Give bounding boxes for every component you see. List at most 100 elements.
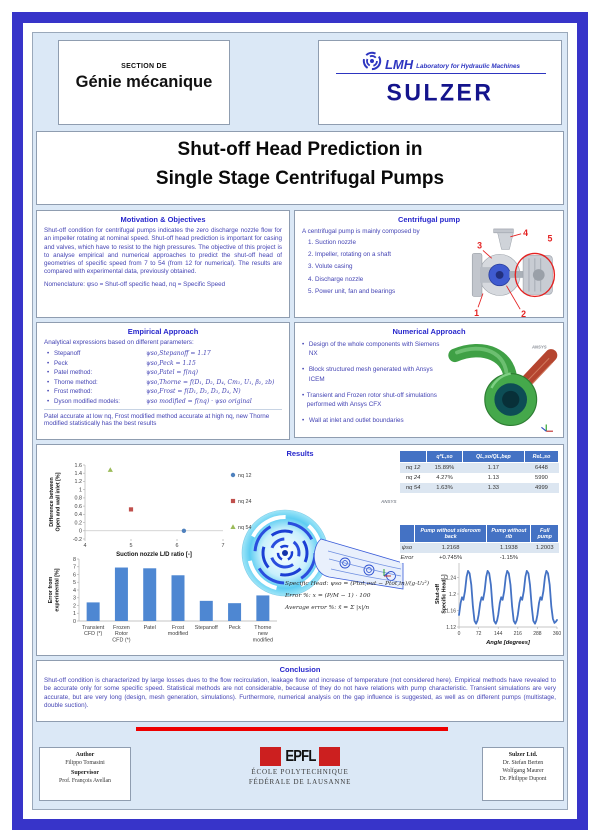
empirical-intro: Analytical expressions based on differen…: [44, 339, 194, 346]
method-formula: ψso,Thorne = f(D₁, D₂, D₄, Cm₁, U₁, β₂, …: [146, 378, 275, 386]
svg-text:3: 3: [73, 596, 76, 602]
title-line-2: Single Stage Centrifugal Pumps: [155, 168, 445, 189]
ansys-watermark: ANSYS: [531, 345, 547, 350]
svg-text:8: 8: [73, 557, 76, 563]
pump-item: Discharge nozzle: [315, 276, 469, 283]
svg-text:new: new: [258, 631, 268, 637]
svg-text:1: 1: [73, 611, 76, 617]
svg-text:nq 12: nq 12: [238, 473, 252, 479]
svg-text:nq 54: nq 54: [238, 525, 252, 531]
epfl-school-line-2: FÉDÉRALE DE LAUSANNE: [248, 778, 352, 786]
svg-text:1.28: 1.28: [446, 559, 456, 565]
svg-text:0.2: 0.2: [75, 520, 83, 526]
epfl-logo: EPFL: [230, 747, 370, 766]
method-name: Thorne method:: [54, 378, 98, 386]
svg-text:1.2: 1.2: [75, 479, 83, 485]
method-formula: ψso,Patel = f(nq): [146, 369, 198, 377]
pump-item: Suction nozzle: [315, 239, 469, 246]
svg-text:Angle [degrees]: Angle [degrees]: [485, 640, 531, 646]
section-label: SECTION DE: [121, 63, 167, 70]
svg-text:nq 24: nq 24: [238, 499, 252, 505]
lmh-subtitle: Laboratory for Hydraulic Machines: [416, 63, 521, 71]
method-formula: ψso modified = f(nq) · ψso original: [146, 397, 252, 405]
pump-item: Volute casing: [315, 263, 469, 270]
formula-specific-head: Specific Head: ψso = (Ptot,out − Ptot,in…: [285, 581, 430, 587]
svg-text:0: 0: [73, 619, 76, 625]
svg-text:6: 6: [73, 572, 76, 578]
lmh-word: LMH: [384, 57, 414, 72]
numerical-bullet: Wall at inlet and outlet boundaries: [309, 417, 404, 425]
pump-label-2: 2: [522, 309, 527, 318]
svg-text:1: 1: [79, 487, 82, 493]
section-name: Génie mécanique: [75, 73, 213, 91]
svg-text:5: 5: [73, 580, 76, 586]
svg-text:1.4: 1.4: [75, 471, 83, 477]
svg-text:1.16: 1.16: [446, 608, 456, 614]
svg-text:216: 216: [514, 631, 523, 637]
formula-average-error: Average error %: x̄ = Σ |x|/n: [285, 604, 370, 611]
bar-chart: 0 1 2 3 4 5 6 7 8 Transient CFD (*) Frozen Rotor CFD …: [45, 555, 285, 655]
method-name: Peck: [54, 359, 68, 367]
annotation-ellipse: [514, 252, 556, 298]
ansys-watermark: ANSYS: [380, 499, 397, 504]
epfl-red-block: [319, 747, 341, 766]
svg-text:360: 360: [553, 631, 561, 637]
section-header-box: SECTION DE Génie mécanique: [58, 40, 230, 125]
pump-section: Centrifugal pump A centrifugal pump is m…: [294, 210, 564, 318]
sulzer-name: Dr. Stefan Berten: [502, 760, 544, 766]
pump-intro: A centrifugal pump is mainly composed by: [302, 228, 420, 235]
svg-text:Open and wall inlet [%]: Open and wall inlet [%]: [56, 472, 62, 531]
leakage-table: q*L,so QL,so/QL,bep ReL,so nq 12 15.89% 1.17 6…: [398, 450, 560, 493]
svg-text:144: 144: [494, 631, 503, 637]
author-name: Filippo Tomasini: [65, 760, 105, 766]
axes-triad-icon: [541, 424, 553, 432]
svg-text:Suction nozzle L/D ratio [-]: Suction nozzle L/D ratio [-]: [116, 552, 192, 558]
line-chart: 1.12 1.16 1.2 1.24 1.28 0 72 144 216 288 360 Angle …: [433, 555, 561, 653]
motivation-section: Motivation & Objectives Shut-off conditi…: [36, 210, 290, 318]
svg-text:1.12: 1.12: [446, 625, 456, 631]
author-label: Author: [75, 752, 95, 758]
epfl-wordmark: EPFL: [284, 747, 316, 765]
numerical-bullet: Block structured mesh generated with Ans…: [308, 366, 433, 383]
axes-triad-icon: [381, 565, 393, 583]
svg-text:7: 7: [222, 543, 225, 549]
svg-text:1.24: 1.24: [446, 575, 456, 581]
sulzer-logo: SULZER: [386, 78, 494, 106]
method-name: Patel method:: [54, 369, 93, 377]
sulzer-heading: Sulzer Ltd.: [508, 752, 538, 758]
motivation-body: Shut-off condition for centrifugal pumps…: [44, 227, 282, 276]
svg-text:modified: modified: [253, 637, 273, 643]
supervisor-name: Prof. François Avellan: [59, 778, 111, 784]
sulzer-name: Dr. Philippe Dupont: [499, 776, 547, 782]
numerical-section: Numerical Approach • Design of the whole …: [294, 322, 564, 438]
svg-text:72: 72: [476, 631, 482, 637]
svg-text:0.6: 0.6: [75, 504, 83, 510]
svg-text:Transient: Transient: [82, 625, 105, 631]
pump-heading: Centrifugal pump: [397, 215, 461, 224]
svg-text:modified: modified: [168, 631, 188, 637]
empirical-method-list: • Stepanoff ψso,Stepanoff = 1.17 • Peck ψso,…: [47, 350, 275, 405]
title-line-1: Shut-off Head Prediction in: [177, 139, 423, 160]
numerical-bullet: Design of the whole components with Siem…: [308, 341, 440, 358]
epfl-red-block: [259, 747, 281, 766]
lmh-swirl-icon: [362, 51, 382, 71]
sulzer-name: Wolfgang Maurer: [502, 768, 544, 774]
scatter-chart: -0.2 0 0.2 0.4 0.6 0.8 1 1.2 1.4 1.6 4 5 6 7 nq 12 nq 2…: [45, 457, 265, 559]
pump-label-5: 5: [548, 234, 553, 244]
method-formula: ψso,Peck = 1.15: [146, 359, 196, 367]
svg-text:0: 0: [458, 631, 461, 637]
svg-text:experimental [%]: experimental [%]: [55, 568, 61, 611]
svg-text:2: 2: [73, 603, 76, 609]
supervisor-label: Supervisor: [70, 770, 99, 776]
formula-error: Error %: x = (P/M − 1) · 100: [285, 592, 371, 599]
svg-text:1.2: 1.2: [449, 592, 456, 598]
svg-text:4: 4: [84, 543, 87, 549]
svg-text:5: 5: [130, 543, 133, 549]
method-name: Dyson modified models:: [54, 397, 121, 405]
pump-item: Impeller, rotating on a shaft: [315, 251, 469, 258]
svg-text:0.8: 0.8: [75, 496, 83, 502]
method-name: Frost method:: [54, 388, 93, 396]
conclusion-heading: Conclusion: [279, 665, 321, 674]
pump-cutaway-image: 4 3 5 1 2: [472, 228, 556, 318]
